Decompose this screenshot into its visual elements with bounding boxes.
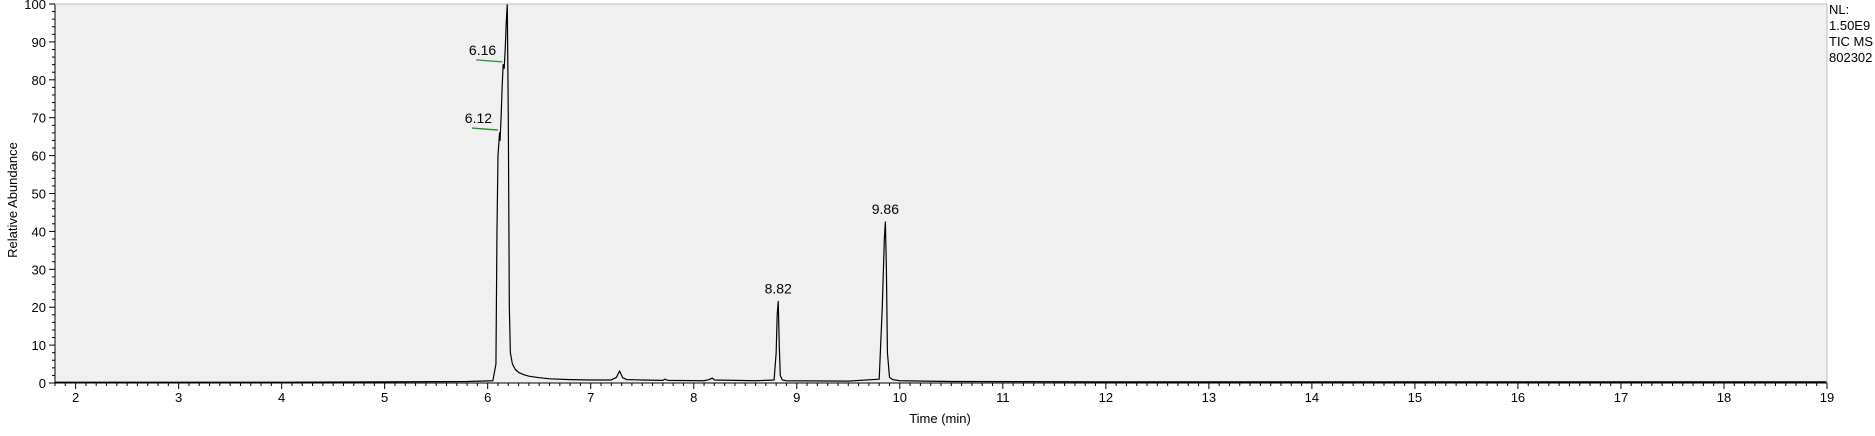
x-tick-label: 2 [72,390,79,405]
x-tick-label: 4 [278,390,285,405]
x-tick-label: 6 [484,390,491,405]
x-axis-label: Time (min) [909,411,971,426]
x-tick-label: 17 [1614,390,1628,405]
x-tick-label: 5 [381,390,388,405]
x-tick-label: 7 [587,390,594,405]
info-line: 802302 [1829,50,1872,65]
info-line: NL: [1829,2,1849,17]
y-axis-label: Relative Abundance [5,142,20,258]
peak-label: 9.86 [872,201,899,217]
y-tick-label: 70 [32,111,46,126]
plot-background [55,4,1827,383]
y-tick-label: 60 [32,149,46,164]
x-tick-label: 14 [1305,390,1319,405]
x-tick-label: 10 [893,390,907,405]
x-tick-label: 11 [996,390,1010,405]
x-tick-label: 8 [690,390,697,405]
x-tick-label: 12 [1099,390,1113,405]
y-tick-label: 90 [32,35,46,50]
y-tick-label: 50 [32,187,46,202]
info-line: 1.50E9 [1829,18,1870,33]
x-tick-label: 18 [1717,390,1731,405]
x-tick-label: 16 [1511,390,1525,405]
info-line: TIC MS [1829,34,1873,49]
y-tick-label: 80 [32,73,46,88]
x-tick-label: 19 [1820,390,1834,405]
peak-label: 6.19 [494,0,521,1]
x-tick-label: 9 [793,390,800,405]
y-tick-label: 20 [32,300,46,315]
info-box: NL: 1.50E9 TIC MS 802302 [1829,2,1873,65]
y-tick-label: 100 [24,0,46,12]
y-tick-label: 10 [32,338,46,353]
y-tick-label: 40 [32,224,46,239]
peak-label: 8.82 [765,281,792,297]
y-tick-label: 0 [39,376,46,391]
y-tick-label: 30 [32,262,46,277]
peak-label: 6.16 [469,42,496,58]
x-tick-label: 3 [175,390,182,405]
peak-label: 6.12 [465,110,492,126]
x-tick-label: 15 [1408,390,1422,405]
x-tick-label: 13 [1202,390,1216,405]
